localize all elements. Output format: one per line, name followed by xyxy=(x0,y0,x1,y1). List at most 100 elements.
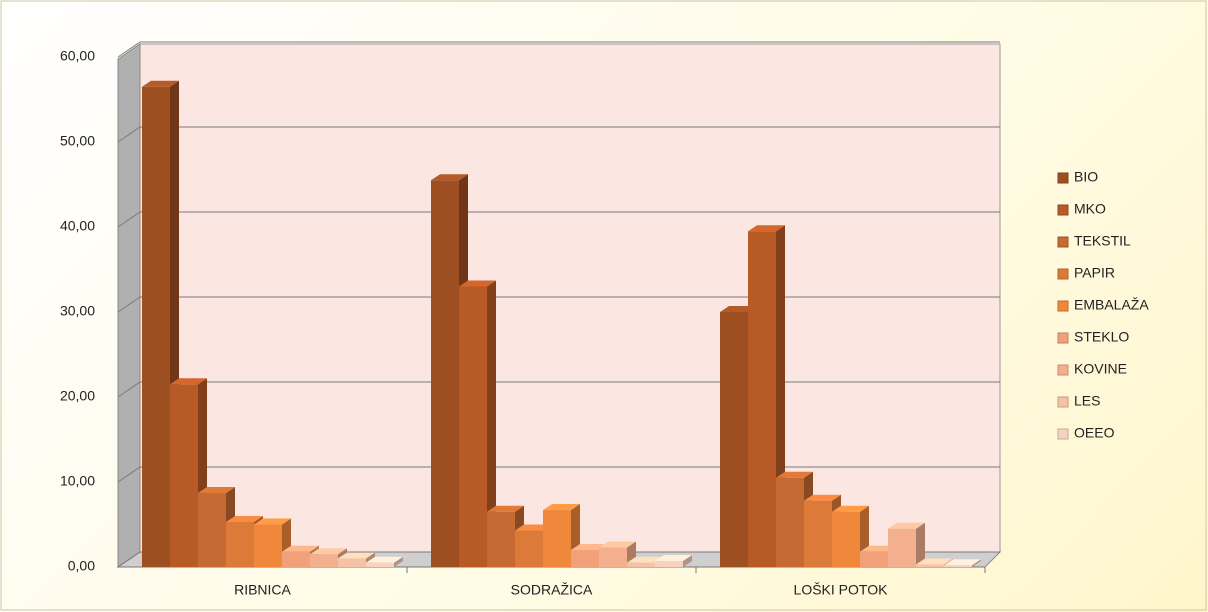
bar-face xyxy=(916,564,944,567)
legend-swatch xyxy=(1057,172,1069,184)
bar-face xyxy=(366,562,394,567)
legend-swatch xyxy=(1057,236,1069,248)
bar xyxy=(459,280,496,567)
bar-face xyxy=(543,504,580,511)
bar xyxy=(944,559,981,567)
legend-swatch xyxy=(1057,268,1069,280)
bar xyxy=(655,555,692,567)
bar-face xyxy=(338,552,375,559)
bar-face xyxy=(860,545,897,552)
y-tick-label: 20,00 xyxy=(60,388,95,404)
bar-face xyxy=(748,231,776,567)
legend-swatch xyxy=(1057,300,1069,312)
x-tick-label: LOŠKI POTOK xyxy=(794,582,889,598)
bar-face xyxy=(431,174,468,181)
bar xyxy=(776,471,813,567)
y-tick-label: 50,00 xyxy=(60,133,95,149)
bar-face xyxy=(720,306,757,312)
legend-label: LES xyxy=(1074,393,1100,409)
legend-label: MKO xyxy=(1074,201,1106,217)
bar-face xyxy=(776,477,804,567)
bar-face xyxy=(487,511,515,567)
grid-line xyxy=(117,126,1000,143)
bar-face xyxy=(226,515,263,522)
bar-face xyxy=(282,551,310,567)
bar-face xyxy=(944,565,972,567)
bar xyxy=(888,522,925,567)
bar-face xyxy=(142,80,179,87)
bar xyxy=(366,556,403,567)
bar-face xyxy=(683,555,692,567)
bar-face xyxy=(366,556,403,563)
bar-face xyxy=(459,286,487,567)
grid-line xyxy=(117,211,1000,228)
bar-face xyxy=(198,493,226,567)
grid-line xyxy=(117,381,1000,398)
bar-face xyxy=(972,559,981,567)
bar-face xyxy=(487,280,496,567)
bar-face xyxy=(310,548,347,555)
bar-face xyxy=(254,524,282,567)
grid-line xyxy=(117,41,1000,58)
bar-face xyxy=(198,487,235,494)
y-tick-label: 10,00 xyxy=(60,473,95,489)
side-wall xyxy=(117,43,141,568)
y-tick-label: 60,00 xyxy=(60,48,95,64)
bar-face xyxy=(142,86,170,567)
bar-face xyxy=(515,524,552,531)
legend-swatch xyxy=(1057,332,1069,344)
bar-face xyxy=(655,555,692,562)
legend-swatch xyxy=(1057,204,1069,216)
bar-face xyxy=(832,511,860,567)
bar xyxy=(198,487,235,567)
bar-face xyxy=(170,378,207,385)
bar-face xyxy=(804,494,841,501)
bar-face xyxy=(338,558,366,567)
bar xyxy=(170,378,207,567)
bar-face xyxy=(394,556,403,567)
bar-face xyxy=(627,562,655,567)
x-tick-label: RIBNICA xyxy=(234,582,291,598)
bar-face xyxy=(888,528,916,567)
bar-face xyxy=(720,312,748,567)
legend-label: TEKSTIL xyxy=(1074,233,1131,249)
bar-face xyxy=(254,518,291,525)
bar-face xyxy=(832,505,869,512)
bar-face xyxy=(515,530,543,567)
bar-face xyxy=(627,556,664,563)
bar xyxy=(832,505,869,567)
bar-face xyxy=(804,500,832,567)
bar xyxy=(543,504,580,567)
y-tick-label: 40,00 xyxy=(60,218,95,234)
x-tick-label: SODRAŽICA xyxy=(511,582,593,598)
bar-face xyxy=(916,522,925,567)
bar-face xyxy=(226,521,254,567)
legend-label: EMBALAŽA xyxy=(1074,297,1149,313)
legend-swatch xyxy=(1057,364,1069,376)
bar-face xyxy=(487,505,524,512)
grid-line xyxy=(117,551,1000,568)
bar-face xyxy=(282,545,319,552)
legend-swatch xyxy=(1057,428,1069,440)
bar-face xyxy=(543,510,571,567)
legend-label: STEKLO xyxy=(1074,329,1129,345)
bar-face xyxy=(944,559,981,566)
bar-face xyxy=(431,180,459,567)
bar-face xyxy=(170,384,198,567)
bar-face xyxy=(599,541,636,548)
bar-face xyxy=(571,550,599,567)
bar-face xyxy=(860,551,888,567)
legend-label: PAPIR xyxy=(1074,265,1115,281)
grid-line xyxy=(117,296,1000,313)
bar-face xyxy=(916,558,953,565)
legend-label: BIO xyxy=(1074,169,1098,185)
bar-face xyxy=(776,471,813,478)
grid-line xyxy=(117,466,1000,483)
bar-face xyxy=(599,547,627,567)
bar-face xyxy=(310,554,338,567)
bar-face xyxy=(655,561,683,567)
legend-label: KOVINE xyxy=(1074,361,1127,377)
legend-label: OEEO xyxy=(1074,425,1115,441)
